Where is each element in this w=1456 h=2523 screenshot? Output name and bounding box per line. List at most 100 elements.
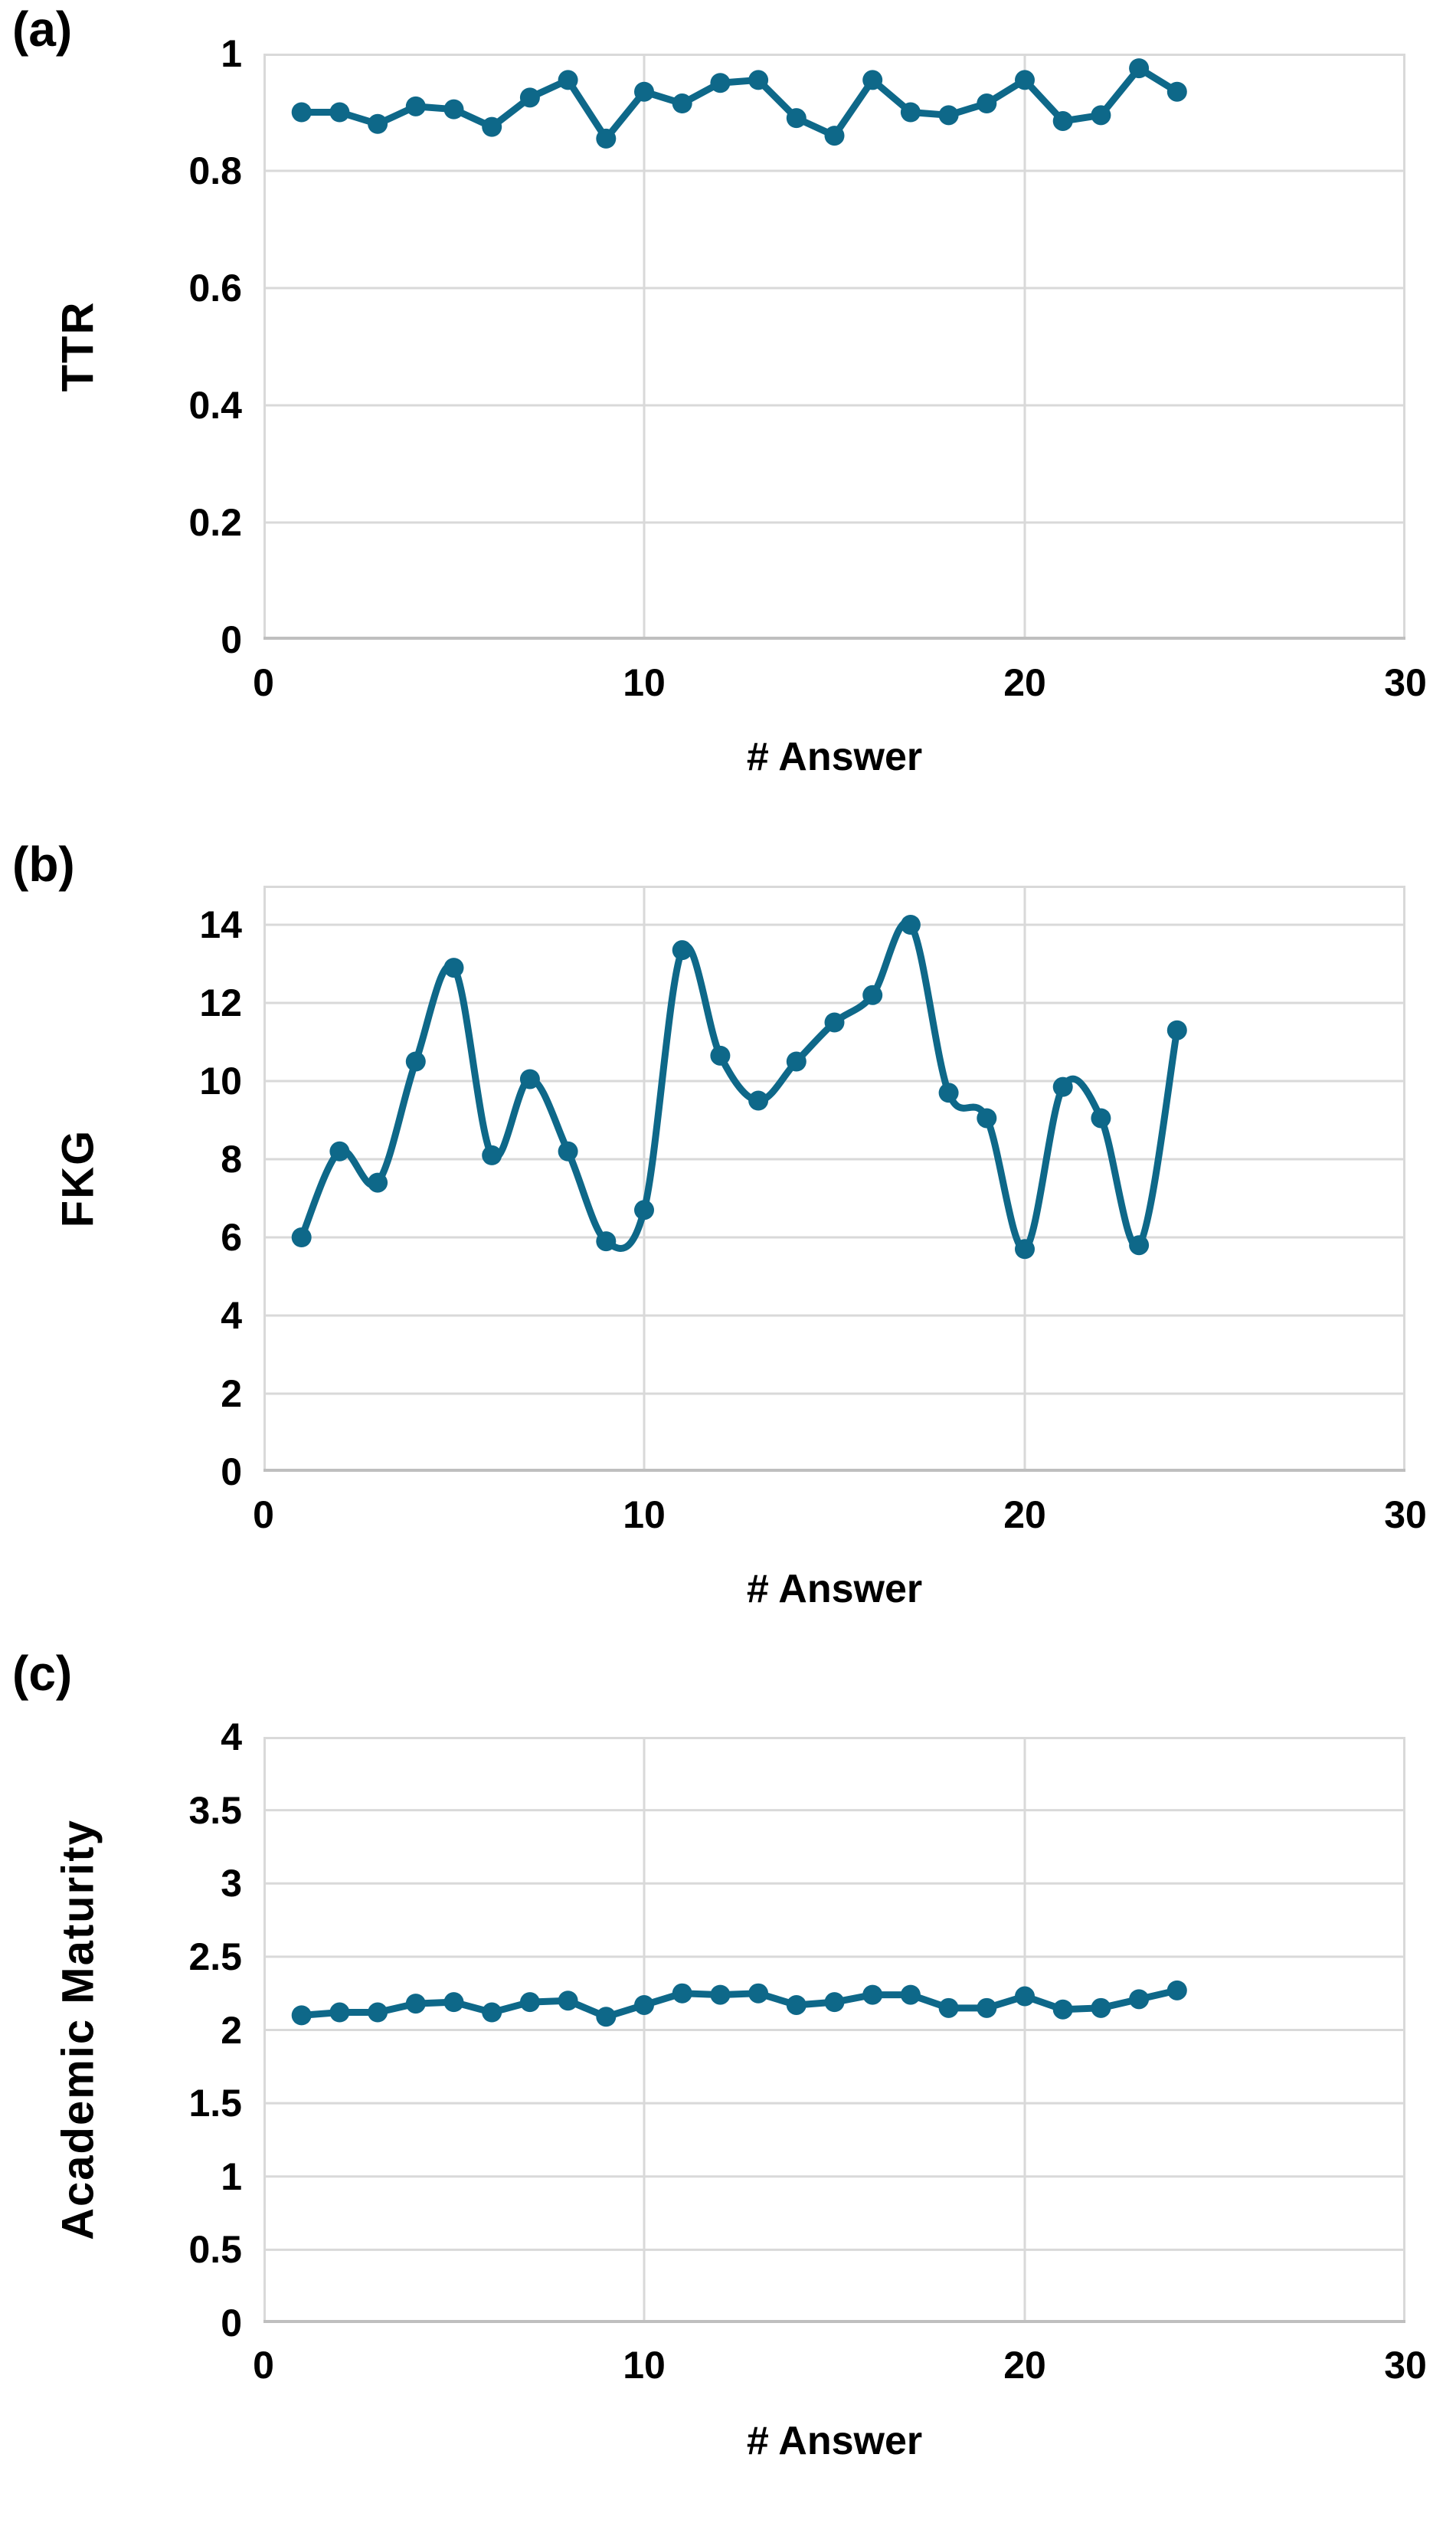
data-point-c (977, 1997, 997, 2018)
data-point-b (1052, 1076, 1073, 1097)
panel-label-b: (b) (12, 837, 75, 892)
data-point-b (519, 1069, 540, 1089)
data-point-a (1052, 110, 1073, 131)
data-point-c (862, 1984, 883, 2005)
data-point-a (786, 108, 807, 129)
data-point-c (443, 1992, 464, 2013)
x-tick-label-a: 20 (1003, 661, 1046, 704)
data-point-b (672, 940, 692, 961)
y-tick-label-b: 0 (221, 1450, 242, 1493)
plot-area-ttr (263, 54, 1405, 640)
y-tick-label-a: 0.4 (188, 384, 242, 427)
y-tick-label-b: 2 (221, 1372, 242, 1415)
data-point-a (710, 73, 731, 93)
data-point-b (329, 1141, 350, 1162)
data-point-c (900, 1984, 921, 2005)
x-tick-label-a: 10 (623, 661, 666, 704)
data-point-a (482, 116, 502, 137)
data-point-b (634, 1200, 654, 1221)
data-point-b (862, 985, 883, 1005)
data-point-c (596, 2007, 617, 2027)
data-point-b (824, 1012, 845, 1033)
data-point-b (1166, 1020, 1187, 1040)
data-point-c (748, 1983, 769, 2004)
x-tick-label-c: 0 (253, 2344, 274, 2387)
x-axis-title-c: # Answer (746, 2419, 923, 2463)
data-point-a (558, 70, 578, 90)
data-point-c (405, 1994, 426, 2014)
y-tick-label-b: 6 (221, 1216, 242, 1259)
x-tick-label-c: 20 (1003, 2344, 1046, 2387)
series-line-b (298, 919, 1181, 1253)
data-point-a (405, 96, 426, 116)
data-point-c (1091, 1997, 1111, 2018)
plot-border-b (263, 886, 1405, 1472)
x-axis-title-a: # Answer (746, 735, 923, 779)
data-point-b (558, 1141, 578, 1162)
data-point-a (1166, 81, 1187, 102)
x-tick-label-a: 30 (1384, 661, 1427, 704)
y-tick-label-b: 10 (199, 1060, 242, 1103)
data-point-c (1015, 1986, 1035, 2007)
data-point-a (1015, 70, 1035, 90)
y-tick-label-b: 8 (221, 1138, 242, 1181)
x-tick-label-c: 10 (623, 2344, 666, 2387)
plot-area-fkg (263, 886, 1405, 1472)
y-tick-label-c: 1 (221, 2154, 242, 2198)
data-point-c (938, 1997, 959, 2018)
data-point-b (710, 1045, 731, 1066)
y-tick-label-b: 4 (221, 1294, 242, 1337)
plot-area-academic-maturity (263, 1737, 1405, 2323)
chart-svg-c (263, 1737, 1405, 2323)
data-point-b (368, 1172, 388, 1193)
chart-svg-b (263, 886, 1405, 1472)
data-point-a (900, 102, 921, 123)
data-point-b (1015, 1239, 1035, 1260)
data-point-c (482, 2002, 502, 2023)
data-point-b (900, 915, 921, 935)
data-point-a (748, 70, 769, 90)
y-tick-labels-c: 0 0.5 1 1.5 2 2.5 3 3.5 4 (8, 1718, 242, 2342)
data-point-a (1129, 58, 1150, 79)
data-point-c (1052, 1999, 1073, 2020)
data-point-b (482, 1145, 502, 1165)
y-tick-label-b: 14 (199, 903, 242, 946)
data-point-a (443, 99, 464, 120)
data-point-b (938, 1083, 959, 1103)
data-point-c (368, 2002, 388, 2023)
x-tick-labels-b: 0 10 20 30 (253, 1493, 1427, 1542)
y-tick-label-c: 4 (221, 1715, 242, 1758)
y-tick-label-c: 2 (221, 2008, 242, 2052)
data-point-c (558, 1991, 578, 2011)
panel-label-c: (c) (12, 1646, 73, 1701)
y-tick-label-c: 1.5 (188, 2082, 242, 2125)
panel-label-a: (a) (12, 2, 73, 57)
data-point-b (1129, 1235, 1150, 1256)
y-tick-label-a: 0.2 (188, 501, 242, 544)
x-tick-label-c: 30 (1384, 2344, 1427, 2387)
x-tick-labels-a: 0 10 20 30 (253, 661, 1427, 709)
x-tick-label-b: 30 (1384, 1493, 1427, 1536)
data-point-a (824, 126, 845, 146)
data-point-c (710, 1984, 731, 2005)
data-point-b (748, 1090, 769, 1111)
series-line-a (298, 64, 1181, 143)
y-tick-label-a: 0 (221, 618, 242, 661)
y-tick-label-a: 1 (221, 32, 242, 75)
data-point-b (405, 1051, 426, 1072)
data-point-c (824, 1992, 845, 2013)
data-point-a (938, 105, 959, 126)
y-tick-labels-a: 0 0.2 0.4 0.6 0.8 1 (8, 34, 242, 659)
data-point-b (443, 958, 464, 978)
data-point-a (672, 93, 692, 114)
x-tick-labels-c: 0 10 20 30 (253, 2344, 1427, 2392)
y-tick-label-c: 2.5 (188, 1935, 242, 1978)
data-point-a (519, 87, 540, 108)
data-point-b (596, 1231, 617, 1252)
x-tick-label-b: 10 (623, 1493, 666, 1536)
data-point-a (291, 102, 312, 123)
data-point-a (862, 70, 883, 90)
data-point-b (786, 1051, 807, 1072)
y-tick-label-a: 0.6 (188, 267, 242, 310)
